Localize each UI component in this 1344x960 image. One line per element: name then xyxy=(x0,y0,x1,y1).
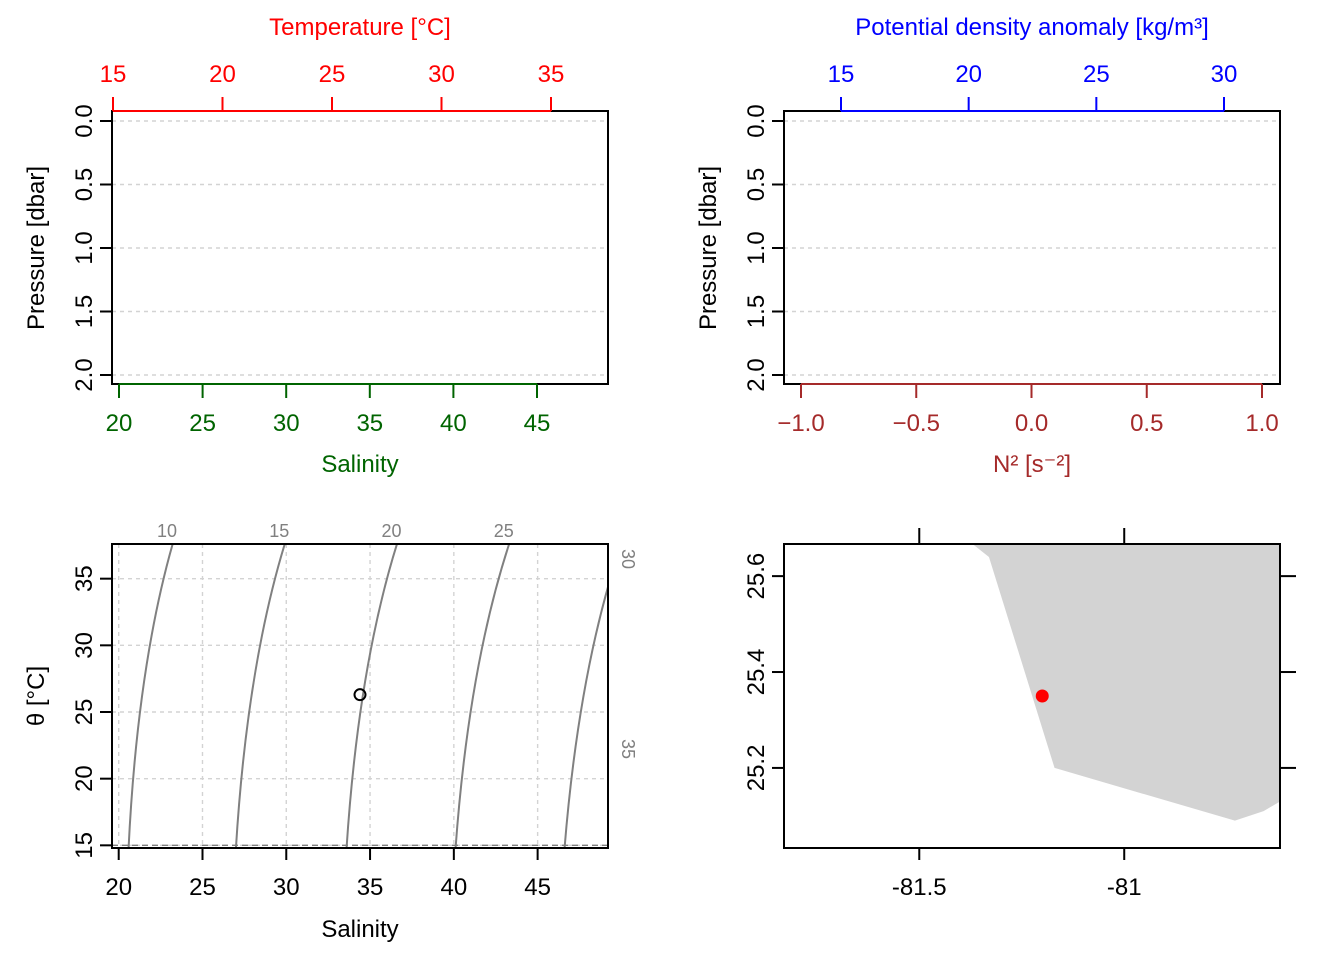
y-axis-label: Pressure [dbar] xyxy=(695,166,722,330)
panel-temperature-salinity-profile: 0.0 0.5 1.0 1.5 2.0 Pressure [dbar] 15 20 25 30 35… xyxy=(23,14,609,478)
isopycnal-label: 35 xyxy=(618,739,638,759)
isopycnal-line xyxy=(345,544,399,848)
top-axis-label: Temperature [°C] xyxy=(269,14,451,41)
isopycnal-line xyxy=(127,544,174,848)
y-tick-label: 0.0 xyxy=(71,104,98,137)
top-axis-label: Potential density anomaly [kg/m³] xyxy=(855,14,1209,41)
isopycnal-label: 25 xyxy=(494,521,514,541)
bottom-tick-label: 40 xyxy=(440,410,467,437)
x-tick-label: 30 xyxy=(273,874,300,901)
bottom-tick-label: 35 xyxy=(356,410,383,437)
y-tick-label: 1.5 xyxy=(71,295,98,328)
bottom-axis-label: Salinity xyxy=(321,451,398,478)
isopycnal-line xyxy=(673,536,737,858)
x-tick-label: 35 xyxy=(357,874,384,901)
top-tick-label: 20 xyxy=(209,61,236,88)
x-tick-label: -81.5 xyxy=(892,874,947,901)
bottom-tick-label: 25 xyxy=(189,410,216,437)
y-tick-label: 25.2 xyxy=(743,745,770,792)
y-axis-label: θ [°C] xyxy=(23,666,50,726)
bottom-tick-label: −1.0 xyxy=(777,410,824,437)
x-tick-label: -81 xyxy=(1107,874,1142,901)
plot-frame xyxy=(111,543,609,849)
x-tick-label: 20 xyxy=(105,874,132,901)
x-tick-label: 40 xyxy=(440,874,467,901)
y-tick-label: 1.5 xyxy=(743,295,770,328)
bottom-tick-label: 45 xyxy=(524,410,551,437)
bottom-tick-label: 0.0 xyxy=(1015,410,1048,437)
top-tick-label: 25 xyxy=(319,61,346,88)
isopycnal-group xyxy=(127,536,737,858)
y-axis-label: Pressure [dbar] xyxy=(23,166,50,330)
x-axis-label: Salinity xyxy=(321,916,398,943)
y-tick-label: 0.0 xyxy=(743,104,770,137)
y-tick-label: 25.6 xyxy=(743,553,770,600)
x-tick-label: 25 xyxy=(189,874,216,901)
station-point xyxy=(1035,689,1049,703)
bottom-tick-label: −0.5 xyxy=(893,410,940,437)
data-point xyxy=(353,688,367,702)
bottom-tick-label: 30 xyxy=(273,410,300,437)
bottom-tick-label: 1.0 xyxy=(1245,410,1278,437)
y-tick-label: 35 xyxy=(71,565,98,592)
isopycnal-label: 30 xyxy=(618,549,638,569)
isopycnal-line xyxy=(454,544,511,848)
y-tick-label: 2.0 xyxy=(743,358,770,391)
top-tick-label: 15 xyxy=(100,61,127,88)
top-tick-label: 35 xyxy=(538,61,565,88)
bottom-tick-label: 0.5 xyxy=(1130,410,1163,437)
y-tick-label: 1.0 xyxy=(71,231,98,264)
isopycnal-label: 15 xyxy=(269,521,289,541)
y-tick-label: 30 xyxy=(71,632,98,659)
y-tick-label: 15 xyxy=(71,832,98,859)
map-frame xyxy=(783,543,1281,849)
bottom-tick-label: 20 xyxy=(106,410,133,437)
top-tick-label: 30 xyxy=(1211,61,1238,88)
isopycnal-line xyxy=(234,544,286,848)
land-polygon xyxy=(972,544,1280,821)
panel-station-map: -81.5 -81 25.2 25.4 25.6 xyxy=(743,528,1296,901)
y-tick-label: 1.0 xyxy=(743,231,770,264)
y-tick-label: 25 xyxy=(71,699,98,726)
panel-density-n2-profile: 0.0 0.5 1.0 1.5 2.0 Pressure [dbar] 15 20 25 30Po… xyxy=(695,14,1281,478)
y-tick-label: 0.5 xyxy=(743,168,770,201)
x-tick-label: 45 xyxy=(524,874,551,901)
y-tick-label: 2.0 xyxy=(71,358,98,391)
top-tick-label: 30 xyxy=(428,61,455,88)
isopycnal-line xyxy=(563,583,608,848)
top-tick-label: 15 xyxy=(828,61,855,88)
y-tick-label: 25.4 xyxy=(743,649,770,696)
isopycnal-label: 20 xyxy=(381,521,401,541)
panel-ts-diagram: 10 15 20 25 30 35 20 25 30 35 40 45 15 20 25 30 35 Salini… xyxy=(23,521,737,943)
y-tick-label: 20 xyxy=(71,765,98,792)
bottom-axis-label: N² [s⁻²] xyxy=(993,451,1071,478)
isopycnal-label: 10 xyxy=(157,521,177,541)
top-tick-label: 20 xyxy=(955,61,982,88)
top-tick-label: 25 xyxy=(1083,61,1110,88)
y-tick-label: 0.5 xyxy=(71,168,98,201)
